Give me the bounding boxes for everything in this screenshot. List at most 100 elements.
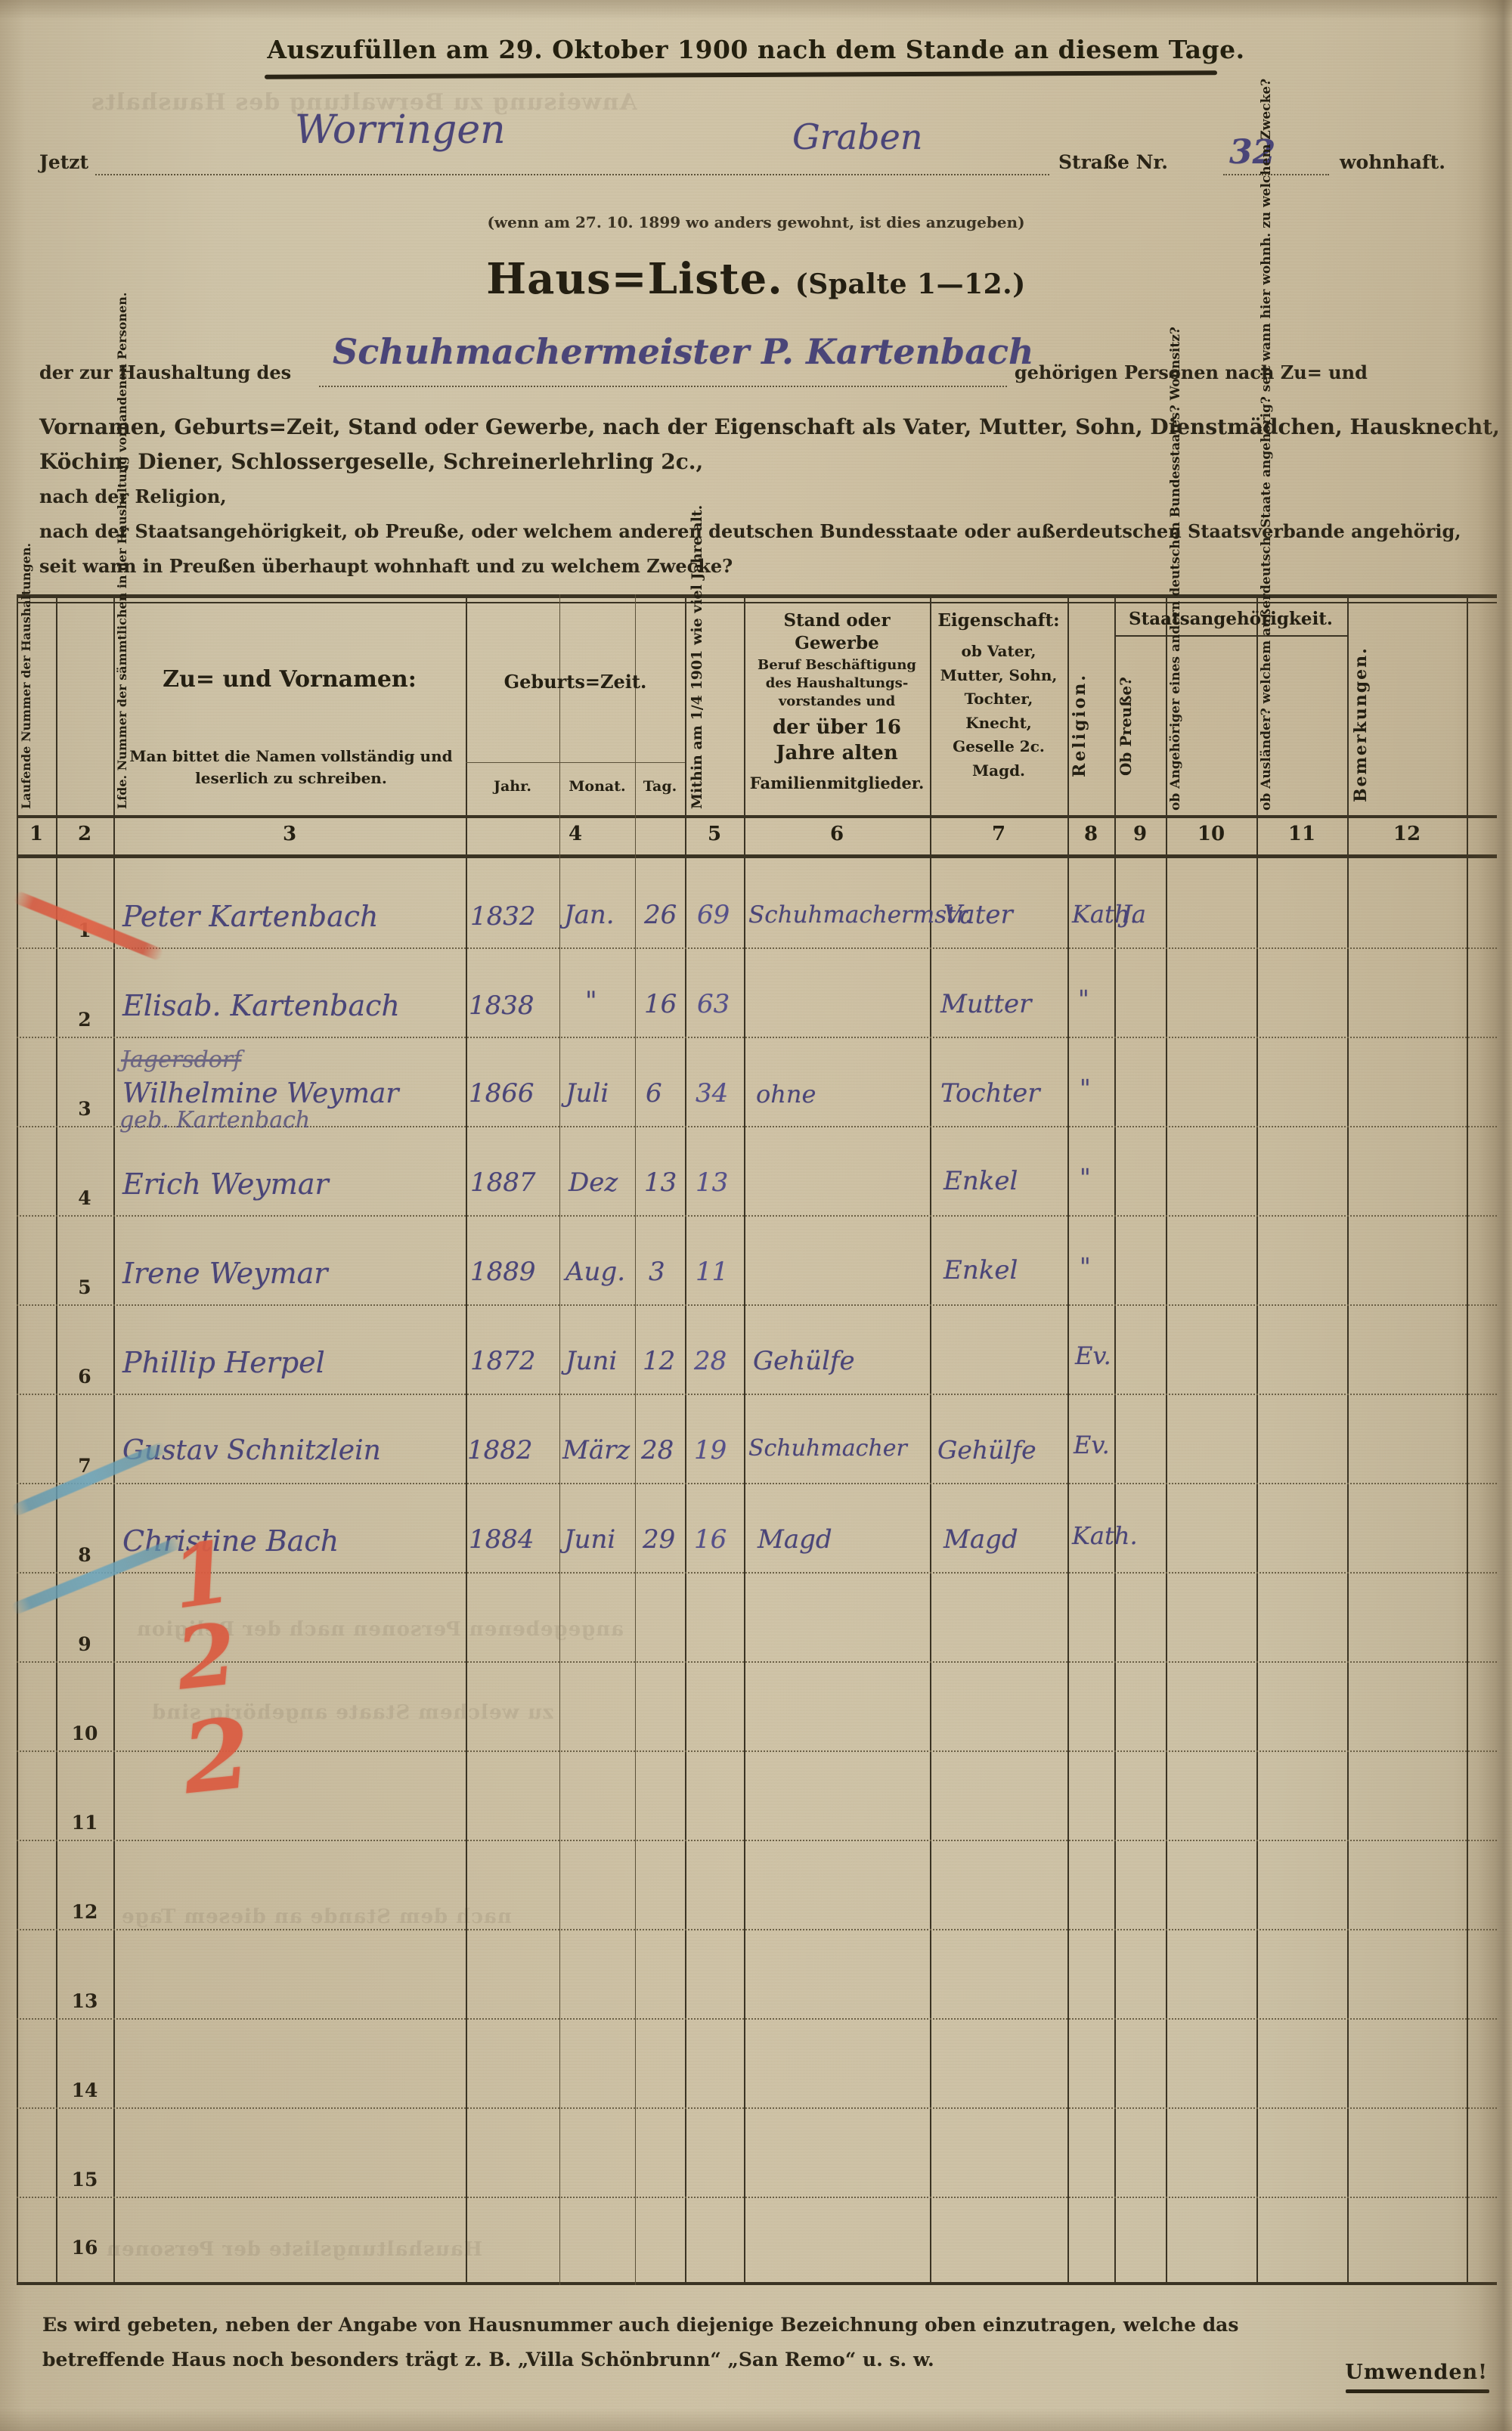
red-crayon-digit: 2 xyxy=(172,1605,241,1710)
header-col-10: ob Angehöriger eines andern deutschen Bu… xyxy=(1168,327,1183,811)
row-divider xyxy=(17,1929,1497,1930)
previous-address-note: (wenn am 27. 10. 1899 wo anders gewohnt,… xyxy=(487,213,1025,231)
col-border-3 xyxy=(466,594,467,2285)
col-border-right xyxy=(1467,594,1468,2285)
table-row-number: 13 xyxy=(71,1990,98,2012)
cell-year: 1838 xyxy=(469,991,534,1021)
staat-group-underline xyxy=(1114,635,1347,637)
umwenden-rule xyxy=(1346,2389,1489,2393)
cell-relation: Vater xyxy=(943,900,1013,930)
cell-day: 12 xyxy=(643,1346,676,1376)
table-row-number: 3 xyxy=(78,1098,91,1120)
intro-prefix: der zur Haushaltung des xyxy=(39,361,292,383)
footer-line-1: Es wird gebeten, neben der Angabe von Ha… xyxy=(42,2314,1239,2336)
table-row-number: 10 xyxy=(71,1722,98,1744)
col-border-10 xyxy=(1256,594,1258,2285)
row-divider xyxy=(17,1750,1497,1752)
cell-age: 16 xyxy=(694,1524,727,1555)
table-row-number: 6 xyxy=(78,1366,91,1388)
cell-year: 1884 xyxy=(469,1524,534,1555)
header-col-12: Bemerkungen. xyxy=(1351,647,1371,802)
cell-day: 16 xyxy=(644,989,677,1019)
header-col-1: Laufende Nummer der Haushaltungen. xyxy=(19,543,33,809)
cell-age: 69 xyxy=(697,900,730,930)
header-col-3-sub: Man bittet die Namen vollständig und les… xyxy=(129,747,453,787)
col-border-4 xyxy=(685,594,686,2285)
table-row-number: 7 xyxy=(78,1455,91,1477)
cell-religion: Ev. xyxy=(1075,1341,1111,1370)
house-list-table: Laufende Nummer der Haushaltungen. Lfde.… xyxy=(10,79,1497,2285)
header-col-4-day: Tag. xyxy=(643,778,677,795)
row-divider xyxy=(17,1037,1497,1038)
cell-year: 1866 xyxy=(469,1078,534,1109)
cell-name: Wilhelmine Weymar xyxy=(122,1078,399,1109)
house-number-input-line[interactable] xyxy=(1223,174,1329,175)
cell-month: " xyxy=(585,986,597,1016)
col-border-6 xyxy=(930,594,931,2285)
page-headline: Auszufüllen am 29. Oktober 1900 nach dem… xyxy=(267,35,1245,64)
row-divider xyxy=(17,2018,1497,2020)
page-edge-top xyxy=(0,0,1512,20)
cell-day: 26 xyxy=(644,900,677,930)
cell-day: 13 xyxy=(644,1167,677,1198)
row-divider xyxy=(17,1661,1497,1663)
row-divider xyxy=(17,2197,1497,2198)
address-input-line[interactable] xyxy=(95,174,1049,175)
header-col-7-main: Eigenschaft: xyxy=(937,610,1060,631)
header-col-6-l4: des Haushaltungs- xyxy=(765,675,909,691)
header-col-6-l8: Familienmitglieder. xyxy=(749,774,925,792)
red-crayon-digit: 2 xyxy=(177,1696,256,1817)
colnum-5: 5 xyxy=(707,823,722,845)
cell-day: 6 xyxy=(646,1078,662,1109)
colnum-1: 1 xyxy=(29,823,44,845)
cell-relation: Magd xyxy=(943,1524,1018,1555)
col-border-left xyxy=(17,594,18,2285)
footer-note: Es wird gebeten, neben der Angabe von Ha… xyxy=(42,2308,1479,2377)
cell-month: Jan. xyxy=(564,900,615,930)
table-row-number: 8 xyxy=(78,1544,91,1566)
jetzt-label: Jetzt xyxy=(39,151,89,173)
cell-age: 19 xyxy=(694,1435,727,1465)
colnum-bottom-border xyxy=(17,854,1497,858)
header-col-6-l3: Beruf Beschäftigung xyxy=(758,657,916,673)
intro-line-5: nach der Staatsangehörigkeit, ob Preuße,… xyxy=(39,520,1461,542)
colnum-7: 7 xyxy=(991,823,1006,845)
table-bottom-border xyxy=(17,2282,1497,2285)
cell-name: Phillip Herpel xyxy=(122,1346,325,1379)
col-border-5 xyxy=(744,594,745,2285)
colnum-3: 3 xyxy=(282,823,297,845)
household-head-handwritten-value: Schuhmachermeister P. Kartenbach xyxy=(333,331,1034,372)
household-head-input-line[interactable] xyxy=(319,386,1007,387)
intro-line-2: Vornamen, Geburts=Zeit, Stand oder Gewer… xyxy=(39,414,1500,439)
cell-month: März xyxy=(562,1435,631,1465)
cell-month: Aug. xyxy=(565,1257,626,1287)
cell-name: Peter Kartenbach xyxy=(122,900,379,933)
cell-day: 29 xyxy=(643,1524,676,1555)
cell-name: Irene Weymar xyxy=(122,1257,328,1290)
cell-name: Elisab. Kartenbach xyxy=(122,989,400,1022)
cell-day: 28 xyxy=(641,1435,674,1465)
row-divider xyxy=(17,947,1497,949)
cell-preusse: Ja xyxy=(1122,900,1146,929)
cell-age: 28 xyxy=(694,1346,727,1376)
row-divider xyxy=(17,2107,1497,2109)
cell-name: Gustav Schnitzlein xyxy=(122,1435,381,1466)
cell-religion: " xyxy=(1080,1163,1091,1192)
cell-year: 1889 xyxy=(470,1257,536,1287)
cell-month: Juni xyxy=(564,1524,616,1555)
colnum-9: 9 xyxy=(1132,823,1148,845)
cell-relation: Gehülfe xyxy=(937,1435,1036,1465)
cell-age: 63 xyxy=(697,989,730,1019)
colnum-8: 8 xyxy=(1083,823,1098,845)
cell-year: 1832 xyxy=(470,901,536,932)
header-col-5: Mithin am 1/4 1901 wie viel Jahre alt. xyxy=(689,504,705,809)
row-divider xyxy=(17,1126,1497,1127)
cell-trade: Gehülfe xyxy=(753,1346,855,1376)
cell-relation: Mutter xyxy=(940,989,1032,1019)
row-divider xyxy=(17,1572,1497,1574)
cell-trade: Schuhmachermstr. xyxy=(748,901,972,929)
table-row-number: 14 xyxy=(71,2079,98,2101)
header-col-6-l7: Jahre alten xyxy=(776,742,898,764)
blue-crayon-stroke xyxy=(10,1440,169,1518)
